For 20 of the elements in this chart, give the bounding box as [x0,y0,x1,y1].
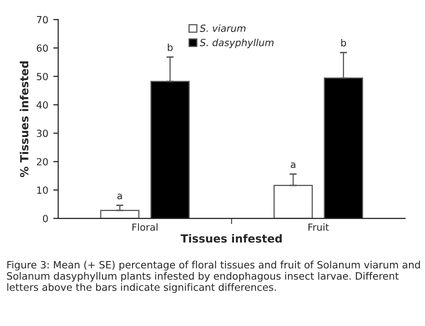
y-tick-label: 0 [42,214,48,222]
y-tick-label: 30 [36,130,48,138]
annotation: a [290,162,296,168]
bar [100,210,140,218]
y-tick-label: 70 [36,16,48,24]
legend-label: S. viarum [200,24,246,32]
y-tick-label: 40 [36,101,48,109]
x-tick-label: Fruit [308,223,329,231]
legend-label: S. dasyphyllum [200,38,274,48]
y-tick-label: 10 [37,186,48,194]
x-tick-label: Floral [132,223,158,231]
annotation: b [341,38,346,46]
annotation: b [168,43,173,52]
y-tick-label: 60 [36,44,48,52]
y-axis-title: % Tissues infested [20,61,28,178]
caption: Figure 3: Mean (+ SE) percentage of floral tissues and fruit of Solanum viarum and Solanum dasyphyllum plants infested by endophagous insect larvae. Different letters above the bars indicate significant differences. [7,260,420,293]
y-tick-label: 20 [36,158,48,166]
x-axis-title: Tissues infested [180,234,282,243]
y-tick-label: 50 [36,72,48,80]
annotation: a [117,194,122,200]
